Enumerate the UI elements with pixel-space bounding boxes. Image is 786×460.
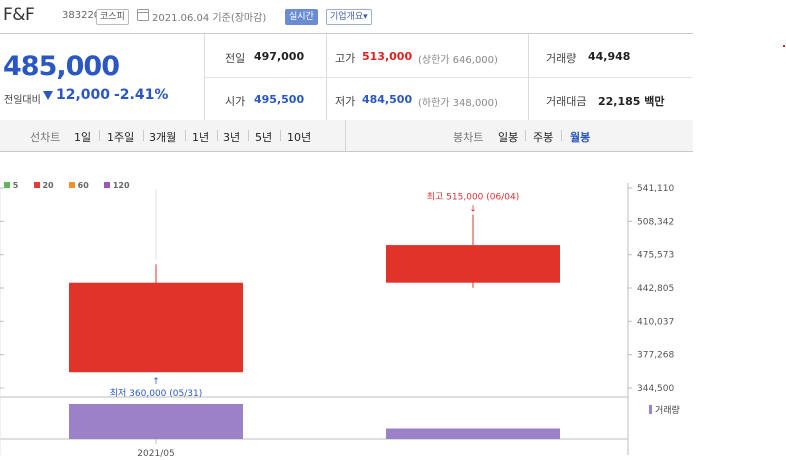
legend-item-ma20: 20 — [33, 181, 54, 190]
tab-daily[interactable]: 일봉 — [498, 131, 519, 144]
realtime-button[interactable]: 실시간 — [285, 9, 318, 25]
tab-divider — [525, 130, 526, 141]
tab-divider — [143, 130, 144, 141]
down-arrow-icon: ↓ — [469, 205, 477, 215]
lower-limit: (하한가 348,000) — [418, 98, 498, 109]
stock-name: F&F — [3, 5, 35, 25]
y-tick-label: 541,110 — [637, 184, 674, 194]
volume-bar — [69, 404, 243, 439]
tabs-divider — [345, 120, 346, 151]
y-tick-label: 377,268 — [637, 351, 674, 361]
low-value: 484,500 — [362, 93, 413, 106]
current-price: 485,000 — [3, 51, 120, 82]
upper-limit: (상한가 646,000) — [418, 55, 498, 66]
y-tick-label: 442,805 — [637, 284, 674, 294]
tab-1y[interactable]: 1년 — [192, 131, 210, 144]
y-tick-label: 410,037 — [637, 317, 674, 327]
y-tick-label: 508,342 — [637, 217, 674, 227]
open-label: 시가 — [225, 95, 246, 108]
ma-legend: 5 20 60 120 — [4, 173, 130, 192]
max-annotation: 최고 515,000 (06/04) — [427, 192, 519, 203]
tab-monthly[interactable]: 월봉 — [570, 131, 591, 144]
tab-divider — [561, 130, 562, 141]
change-value: 12,000 — [56, 87, 111, 103]
low-label: 저가 — [335, 95, 356, 108]
tab-weekly[interactable]: 주봉 — [533, 131, 554, 144]
summary-row-divider — [205, 77, 693, 78]
y-tick-label: 344,500 — [637, 384, 674, 394]
tab-divider — [280, 130, 281, 141]
volume-legend-swatch — [649, 405, 652, 414]
amount-label: 거래대금 — [546, 95, 587, 108]
volume-value: 44,948 — [588, 50, 631, 63]
tab-1d[interactable]: 1일 — [74, 131, 92, 144]
high-label: 고가 — [335, 52, 356, 65]
up-arrow-icon: ↑ — [152, 377, 160, 387]
edge-marker — [783, 45, 785, 47]
volume-legend-label: 거래량 — [655, 404, 680, 416]
calendar-icon — [137, 9, 149, 21]
prev-close-label: 전일 — [225, 52, 246, 65]
candle-body — [69, 282, 243, 373]
legend-item-ma5: 5 — [4, 181, 18, 190]
down-arrow-icon — [43, 91, 53, 100]
line-chart-label: 선차트 — [30, 131, 61, 144]
tab-3m[interactable]: 3개월 — [149, 131, 177, 144]
volume-label: 거래량 — [546, 52, 577, 65]
high-value: 513,000 — [362, 50, 413, 63]
tab-5y[interactable]: 5년 — [255, 131, 273, 144]
chart-period-tabs: 선차트 1일 1주일 3개월 1년 3년 5년 10년 봉차트 일봉 주봉 월봉 — [0, 120, 693, 152]
prev-close-value: 497,000 — [254, 50, 305, 63]
candle-body — [386, 245, 560, 283]
legend-item-ma120: 120 — [104, 181, 130, 190]
volume-bar — [386, 428, 560, 439]
amount-value: 22,185 백만 — [598, 95, 665, 108]
summary-divider — [204, 34, 205, 120]
tab-10y[interactable]: 10년 — [287, 131, 312, 144]
tab-1w[interactable]: 1주일 — [107, 131, 135, 144]
change-label: 전일대비 — [4, 95, 41, 106]
tab-divider — [185, 130, 186, 141]
quote-summary: 485,000 전일대비 12,000 -2.41% 전일 497,000 고가… — [0, 33, 693, 121]
stock-header: F&F 383220 코스피 2021.06.04 기준(장마감) 실시간 기업… — [0, 0, 786, 32]
tab-divider — [248, 130, 249, 141]
y-tick-label: 475,573 — [637, 251, 674, 261]
tab-divider — [99, 130, 100, 141]
x-tick-label: 2021/05 — [137, 449, 174, 459]
stock-code: 383220 — [62, 10, 101, 21]
min-annotation: 최저 360,000 (05/31) — [110, 388, 202, 399]
market-badge: 코스피 — [96, 9, 129, 25]
tab-divider — [217, 130, 218, 141]
legend-item-ma60: 60 — [68, 181, 89, 190]
open-value: 495,500 — [254, 93, 305, 106]
tab-3y[interactable]: 3년 — [223, 131, 241, 144]
candle-chart-label: 봉차트 — [453, 131, 484, 144]
quote-date: 2021.06.04 기준(장마감) — [152, 13, 267, 24]
change-percent: -2.41% — [114, 87, 169, 103]
company-overview-button[interactable]: 기업개요▾ — [326, 9, 372, 25]
